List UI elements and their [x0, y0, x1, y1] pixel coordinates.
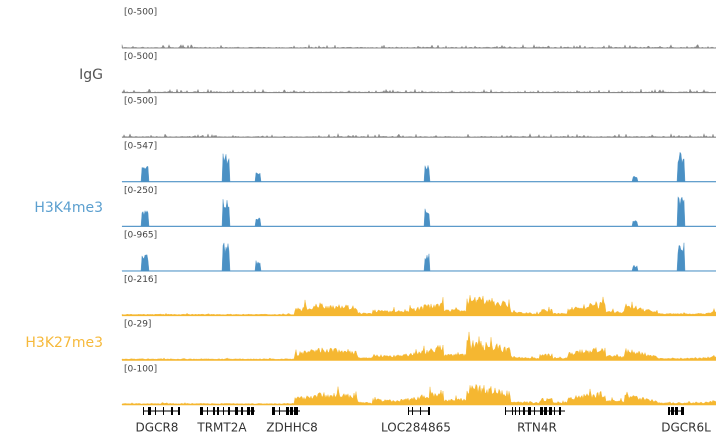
exon: [420, 407, 421, 415]
exon: [200, 407, 203, 415]
exon: [428, 407, 430, 415]
exon: [534, 407, 535, 415]
exon: [279, 407, 280, 415]
exon: [671, 407, 674, 415]
gene-label: RTN4R: [517, 421, 557, 435]
signal-track: [121, 331, 716, 361]
exon: [247, 407, 250, 415]
exon: [408, 407, 409, 415]
exon: [528, 407, 531, 415]
track-range: [0-500]: [124, 97, 157, 107]
exon: [297, 407, 298, 415]
exon: [213, 407, 215, 415]
signal-track: [121, 242, 716, 272]
exon: [559, 407, 561, 415]
exon: [148, 407, 151, 415]
group-label: H3K4me3: [34, 200, 103, 216]
exon: [519, 407, 520, 415]
exon: [241, 407, 243, 415]
exon: [290, 407, 293, 415]
exon: [178, 407, 180, 415]
signal-track: [121, 88, 716, 93]
gene-label: TRMT2A: [196, 421, 247, 435]
gene-label: DGCR6L: [661, 421, 711, 435]
exon: [515, 407, 516, 415]
track-range: [0-250]: [124, 186, 157, 196]
exon: [228, 407, 230, 415]
track-range: [0-547]: [124, 141, 157, 151]
exon: [512, 407, 513, 415]
exon: [286, 407, 289, 415]
exon: [143, 407, 144, 415]
exon: [668, 407, 670, 415]
signal-track: [121, 132, 716, 138]
track-range: [0-500]: [124, 8, 157, 18]
exon: [675, 407, 678, 415]
exon: [523, 407, 525, 415]
signal-track: [121, 151, 716, 182]
group-label: IgG: [79, 67, 103, 83]
exon: [217, 407, 219, 415]
exon: [171, 407, 173, 415]
exon: [251, 407, 254, 415]
exon: [544, 407, 547, 415]
exon: [163, 407, 164, 415]
exon: [207, 407, 208, 415]
exon: [294, 407, 297, 415]
signal-track: [121, 295, 716, 316]
track-range: [0-216]: [124, 275, 157, 285]
track-range: [0-965]: [124, 231, 157, 241]
gene-label: LOC284865: [381, 421, 451, 435]
exon: [235, 407, 238, 415]
exon: [223, 407, 224, 415]
group-label: H3K27me3: [25, 335, 103, 351]
exon: [540, 407, 543, 415]
exon: [272, 407, 275, 415]
exon: [681, 407, 684, 415]
signal-track: [121, 196, 716, 227]
exon: [549, 407, 552, 415]
signal-track: [121, 43, 716, 49]
gene-label: ZDHHC8: [266, 421, 318, 435]
track-range: [0-100]: [124, 364, 157, 374]
exon: [554, 407, 555, 415]
exon: [155, 407, 156, 415]
gene-label: DGCR8: [136, 421, 179, 435]
track-range: [0-500]: [124, 52, 157, 62]
signal-track: [121, 383, 716, 405]
exon: [412, 407, 413, 415]
track-range: [0-29]: [124, 320, 151, 330]
exon: [505, 407, 506, 415]
